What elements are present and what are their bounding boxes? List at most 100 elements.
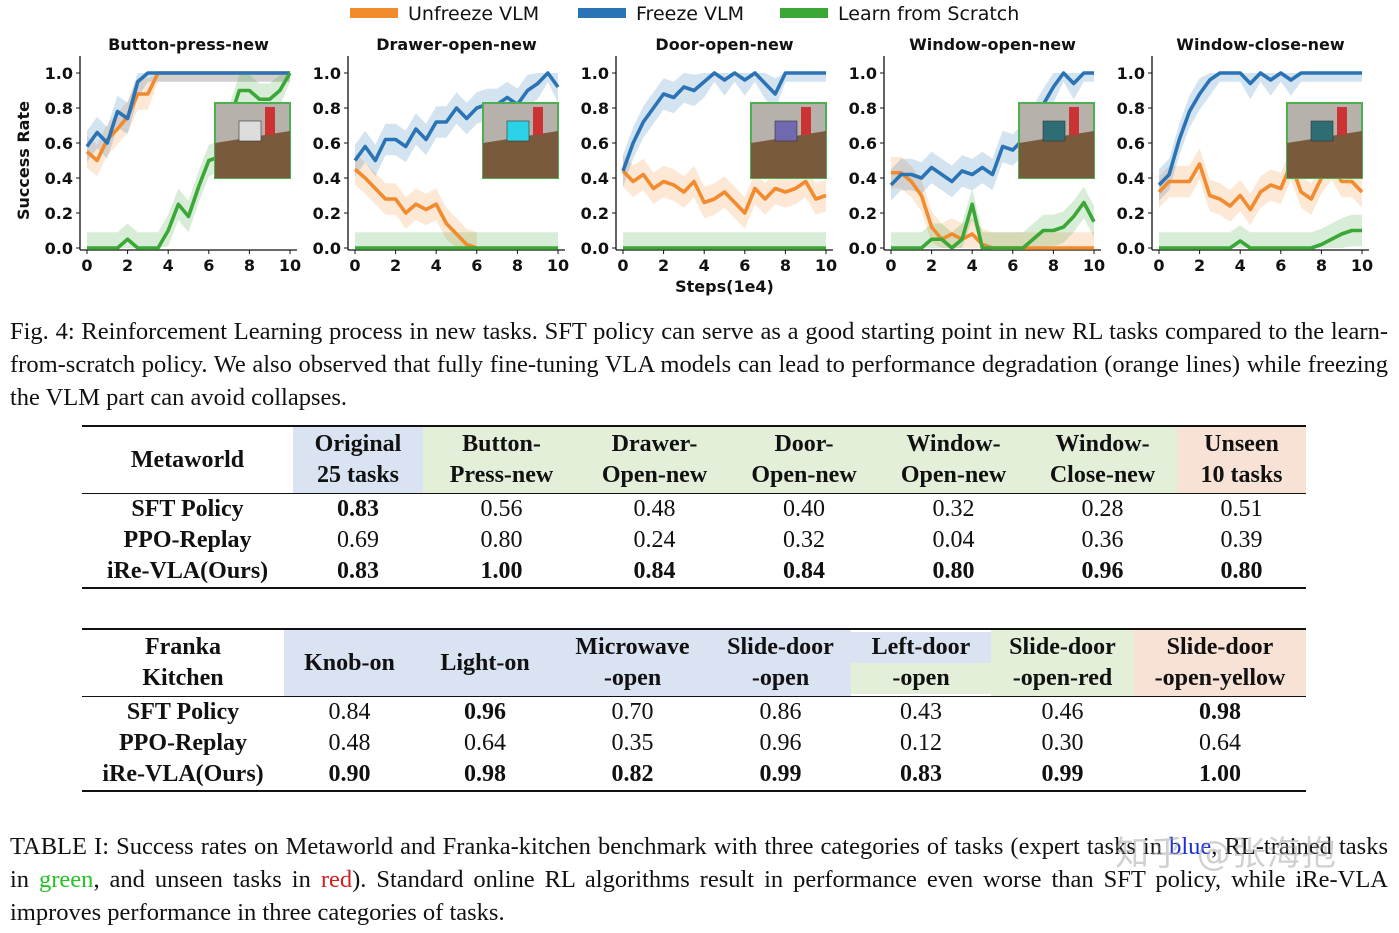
table-corner-label: Franka Kitchen bbox=[142, 634, 224, 691]
legend-label: Unfreeze VLM bbox=[408, 3, 539, 25]
x-tick-label: 4 bbox=[699, 256, 710, 275]
table-cell: 0.70 bbox=[555, 696, 710, 728]
x-tick-label: 6 bbox=[1275, 256, 1286, 275]
y-tick-label: 0.0 bbox=[581, 239, 609, 258]
x-tick-label: 2 bbox=[390, 256, 401, 275]
x-tick-label: 8 bbox=[780, 256, 791, 275]
legend-label: Learn from Scratch bbox=[838, 3, 1019, 25]
y-tick-label: 0.6 bbox=[849, 134, 877, 153]
table-cell: 0.83 bbox=[900, 761, 942, 787]
x-tick-label: 8 bbox=[1316, 256, 1327, 275]
thumbnail-table bbox=[215, 131, 290, 178]
y-tick-label: 0.2 bbox=[45, 204, 73, 223]
y-tick-label: 0.8 bbox=[1117, 99, 1145, 118]
table-header-row: Metaworld Original 25 tasks Button- Press-… bbox=[82, 426, 1306, 494]
table-cell: 0.32 bbox=[879, 493, 1028, 525]
thumbnail-robot bbox=[1337, 107, 1347, 135]
table-cell: 0.80 bbox=[480, 527, 523, 553]
table-cell: 0.69 bbox=[337, 527, 379, 553]
x-tick-label: 6 bbox=[203, 256, 214, 275]
y-axis-label: Success Rate bbox=[14, 101, 33, 220]
task-thumbnail-image bbox=[1286, 102, 1363, 179]
column-header: Slide-door -open-yellow bbox=[1134, 629, 1306, 697]
table-row: SFT Policy 0.84 0.96 0.70 0.86 0.43 0.46 0.98 bbox=[82, 696, 1306, 728]
task-thumbnail-image bbox=[750, 102, 827, 179]
series-line bbox=[353, 71, 560, 163]
y-tick-label: 0.2 bbox=[849, 204, 877, 223]
y-tick-label: 1.0 bbox=[581, 64, 609, 83]
row-label: PPO-Replay bbox=[123, 527, 252, 553]
x-tick-label: 4 bbox=[431, 256, 442, 275]
chart-panel: Drawer-open-new 0.0 0.2 0.4 0.6 0.8 1.0 0 2 4 6 8 10 bbox=[313, 35, 569, 275]
y-tick-label: 1.0 bbox=[45, 64, 73, 83]
column-header: Slide-door -open-red bbox=[991, 629, 1134, 697]
table-row: iRe-VLA(Ours) 0.83 1.00 0.84 0.84 0.80 0.96 0.8… bbox=[82, 556, 1306, 588]
thumbnail-table bbox=[1287, 131, 1362, 178]
x-tick-label: 0 bbox=[349, 256, 360, 275]
table-cell: 0.56 bbox=[423, 493, 580, 525]
row-label: PPO-Replay bbox=[119, 730, 247, 756]
row-label: iRe-VLA(Ours) bbox=[106, 558, 269, 584]
table-cell: 0.48 bbox=[580, 493, 729, 525]
table-cell: 0.64 bbox=[1199, 730, 1241, 756]
chart-title: Window-open-new bbox=[909, 35, 1076, 54]
x-tick-label: 0 bbox=[1153, 256, 1164, 275]
y-tick-label: 0.4 bbox=[45, 169, 73, 188]
table-cell: 0.80 bbox=[1220, 558, 1263, 584]
training-curves-figure: Unfreeze VLM Freeze VLM Learn from Scratch… bbox=[14, 3, 1373, 296]
series-band bbox=[355, 232, 558, 248]
series-band bbox=[623, 73, 826, 187]
y-tick-label: 0.4 bbox=[581, 169, 609, 188]
x-tick-label: 6 bbox=[471, 256, 482, 275]
table-cell: 0.84 bbox=[633, 558, 676, 584]
series-line bbox=[1159, 228, 1362, 250]
chart-title: Drawer-open-new bbox=[376, 35, 537, 54]
x-tick-label: 6 bbox=[1007, 256, 1018, 275]
y-tick-label: 0.4 bbox=[849, 169, 877, 188]
thumbnail-object bbox=[238, 120, 262, 142]
row-label: SFT Policy bbox=[82, 696, 284, 728]
x-tick-label: 0 bbox=[617, 256, 628, 275]
y-tick-label: 0.6 bbox=[581, 134, 609, 153]
column-header: Original 25 tasks bbox=[293, 426, 423, 494]
chart-panel: Button-press-new 0.0 0.2 0.4 0.6 0.8 1.0 0 2 4 6 8 1… bbox=[14, 35, 301, 275]
x-tick-label: 8 bbox=[1048, 256, 1059, 275]
column-header: Drawer- Open-new bbox=[580, 426, 729, 494]
figure-caption: Fig. 4: Reinforcement Learning process i… bbox=[10, 318, 1388, 411]
chart-panel: Window-close-new 0.0 0.2 0.4 0.6 0.8 1.0 0 2 4 6 8 1… bbox=[1117, 35, 1373, 275]
series-band bbox=[87, 73, 290, 177]
column-header: Window- Open-new bbox=[879, 426, 1028, 494]
thumbnail-object bbox=[774, 120, 798, 142]
chart-title: Button-press-new bbox=[108, 35, 269, 54]
table-row: PPO-Replay 0.69 0.80 0.24 0.32 0.04 0.36 0.39 bbox=[82, 525, 1306, 556]
table-cell: 0.04 bbox=[932, 527, 975, 553]
column-header: Button- Press-new bbox=[423, 426, 580, 494]
x-tick-label: 4 bbox=[967, 256, 978, 275]
table-row: iRe-VLA(Ours) 0.90 0.98 0.82 0.99 0.83 0.99 1.0… bbox=[82, 759, 1306, 791]
x-tick-label: 2 bbox=[122, 256, 133, 275]
table-cell: 0.98 bbox=[464, 761, 506, 787]
series-line bbox=[889, 71, 1094, 187]
column-header: Left-door -open bbox=[851, 629, 991, 697]
legend-swatch bbox=[578, 8, 626, 18]
table-cell: 0.99 bbox=[1041, 761, 1084, 787]
table-cell: 0.82 bbox=[611, 761, 654, 787]
table-cell: 0.40 bbox=[729, 493, 879, 525]
table-cell: 0.96 bbox=[1081, 558, 1124, 584]
series-line bbox=[621, 169, 827, 215]
thumbnail-robot bbox=[265, 107, 275, 135]
y-tick-label: 0.2 bbox=[313, 204, 341, 223]
chart-title: Door-open-new bbox=[655, 35, 793, 54]
x-tick-label: 10 bbox=[547, 256, 569, 275]
metaworld-table: Metaworld Original 25 tasks Button- Press-… bbox=[82, 425, 1306, 589]
column-header: Light-on bbox=[415, 629, 555, 697]
y-tick-label: 0.8 bbox=[581, 99, 609, 118]
y-tick-label: 0.6 bbox=[45, 134, 73, 153]
table-cell: 0.83 bbox=[293, 493, 423, 525]
x-tick-label: 4 bbox=[1235, 256, 1246, 275]
x-tick-label: 10 bbox=[279, 256, 301, 275]
y-tick-label: 0.0 bbox=[313, 239, 341, 258]
table-cell: 0.12 bbox=[900, 730, 942, 756]
task-thumbnail-image bbox=[1018, 102, 1095, 179]
x-tick-label: 2 bbox=[926, 256, 937, 275]
